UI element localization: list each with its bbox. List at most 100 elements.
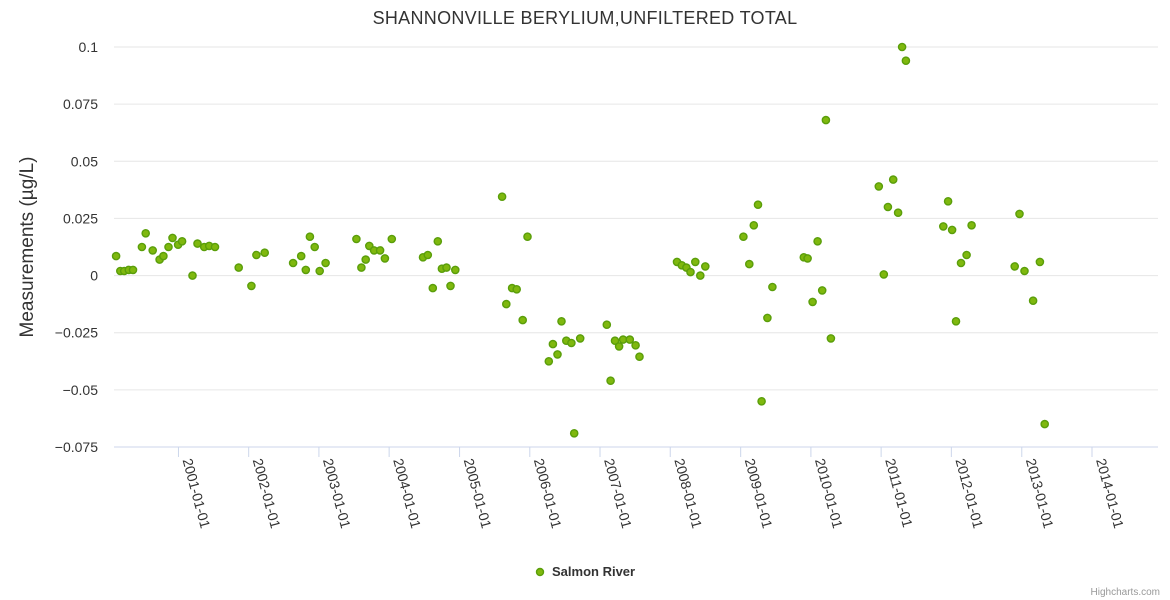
data-point[interactable] <box>1015 209 1024 219</box>
data-point[interactable] <box>696 271 705 280</box>
data-point[interactable] <box>423 250 433 260</box>
data-point[interactable] <box>310 242 320 252</box>
data-point[interactable] <box>433 236 443 246</box>
data-point[interactable] <box>691 257 700 267</box>
data-point[interactable] <box>387 234 397 244</box>
data-point[interactable] <box>518 315 528 325</box>
data-point[interactable] <box>501 299 511 309</box>
x-tick-label: 2005-01-01 <box>461 457 495 531</box>
data-point[interactable] <box>553 350 562 359</box>
data-point[interactable] <box>951 316 961 326</box>
data-point[interactable] <box>428 283 438 293</box>
data-point[interactable] <box>159 251 168 261</box>
data-point[interactable] <box>962 250 971 260</box>
data-point[interactable] <box>739 232 748 241</box>
data-point[interactable] <box>1010 262 1020 271</box>
data-point[interactable] <box>757 396 766 406</box>
data-point[interactable] <box>557 316 566 326</box>
data-point[interactable] <box>375 246 385 255</box>
data-point[interactable] <box>943 196 953 206</box>
data-point[interactable] <box>569 428 579 438</box>
legend[interactable]: Salmon River <box>535 564 636 579</box>
data-point[interactable] <box>234 263 243 272</box>
data-point[interactable] <box>141 228 150 238</box>
data-point[interactable] <box>686 267 695 277</box>
data-point[interactable] <box>523 232 532 241</box>
data-point[interactable] <box>606 376 615 386</box>
data-point[interactable] <box>614 342 624 351</box>
data-point[interactable] <box>1020 266 1029 276</box>
y-tick-label: 0.05 <box>71 153 98 169</box>
data-point[interactable] <box>544 356 554 366</box>
data-point[interactable] <box>252 250 261 260</box>
data-point[interactable] <box>305 232 315 241</box>
data-point[interactable] <box>137 242 147 252</box>
y-tick-label: −0.05 <box>63 382 99 398</box>
data-point[interactable] <box>164 242 173 252</box>
data-point[interactable] <box>111 251 121 261</box>
data-point[interactable] <box>803 254 812 263</box>
data-point[interactable] <box>763 313 772 323</box>
data-point[interactable] <box>888 175 898 184</box>
data-point[interactable] <box>301 265 311 275</box>
data-point[interactable] <box>826 334 836 343</box>
data-point[interactable] <box>821 115 831 125</box>
data-point[interactable] <box>296 251 306 261</box>
data-point[interactable] <box>148 246 157 255</box>
legend-symbol <box>535 567 545 577</box>
data-point[interactable] <box>288 258 298 268</box>
data-point[interactable] <box>446 281 455 291</box>
data-point[interactable] <box>768 282 777 292</box>
data-point[interactable] <box>610 336 620 346</box>
data-point[interactable] <box>177 236 187 246</box>
y-tick-label: −0.025 <box>55 325 98 341</box>
data-point[interactable] <box>1035 257 1045 267</box>
data-point[interactable] <box>361 255 371 264</box>
data-point[interactable] <box>967 220 976 230</box>
data-point[interactable] <box>315 266 325 276</box>
data-point[interactable] <box>901 56 911 66</box>
data-point[interactable] <box>450 265 460 275</box>
data-point[interactable] <box>939 222 948 231</box>
data-point[interactable] <box>575 334 585 343</box>
data-point[interactable] <box>210 242 220 252</box>
data-point[interactable] <box>879 270 889 279</box>
data-point[interactable] <box>1040 419 1049 429</box>
data-point[interactable] <box>625 335 635 344</box>
credits-link[interactable]: Highcharts.com <box>1091 587 1160 598</box>
data-point[interactable] <box>193 239 202 248</box>
data-point[interactable] <box>567 338 576 348</box>
data-point[interactable] <box>883 202 893 212</box>
data-point[interactable] <box>247 281 256 291</box>
data-point[interactable] <box>874 182 884 191</box>
data-point[interactable] <box>168 233 177 243</box>
data-point[interactable] <box>635 352 644 362</box>
data-point[interactable] <box>956 258 966 268</box>
data-point[interactable] <box>813 236 822 246</box>
data-point[interactable] <box>817 286 827 295</box>
data-point[interactable] <box>602 320 612 330</box>
data-point[interactable] <box>128 265 138 275</box>
data-point[interactable] <box>548 339 558 349</box>
data-point[interactable] <box>1028 296 1038 306</box>
data-point[interactable] <box>188 271 197 280</box>
data-point[interactable] <box>380 254 390 263</box>
data-point[interactable] <box>897 42 907 52</box>
data-point[interactable] <box>749 220 759 230</box>
data-point[interactable] <box>497 192 507 201</box>
data-point[interactable] <box>321 258 330 268</box>
data-point[interactable] <box>893 208 903 217</box>
data-point[interactable] <box>947 225 957 235</box>
data-point[interactable] <box>357 263 366 272</box>
data-point[interactable] <box>631 340 640 350</box>
data-point[interactable] <box>260 248 270 257</box>
data-point[interactable] <box>701 262 710 271</box>
data-point[interactable] <box>753 200 763 209</box>
data-point[interactable] <box>512 284 522 294</box>
y-axis-title: Measurements (µg/L) <box>17 157 38 338</box>
data-point[interactable] <box>352 234 361 244</box>
data-point[interactable] <box>808 297 817 307</box>
data-point[interactable] <box>442 263 451 272</box>
data-point[interactable] <box>745 259 754 269</box>
legend-item-label[interactable]: Salmon River <box>552 564 635 579</box>
